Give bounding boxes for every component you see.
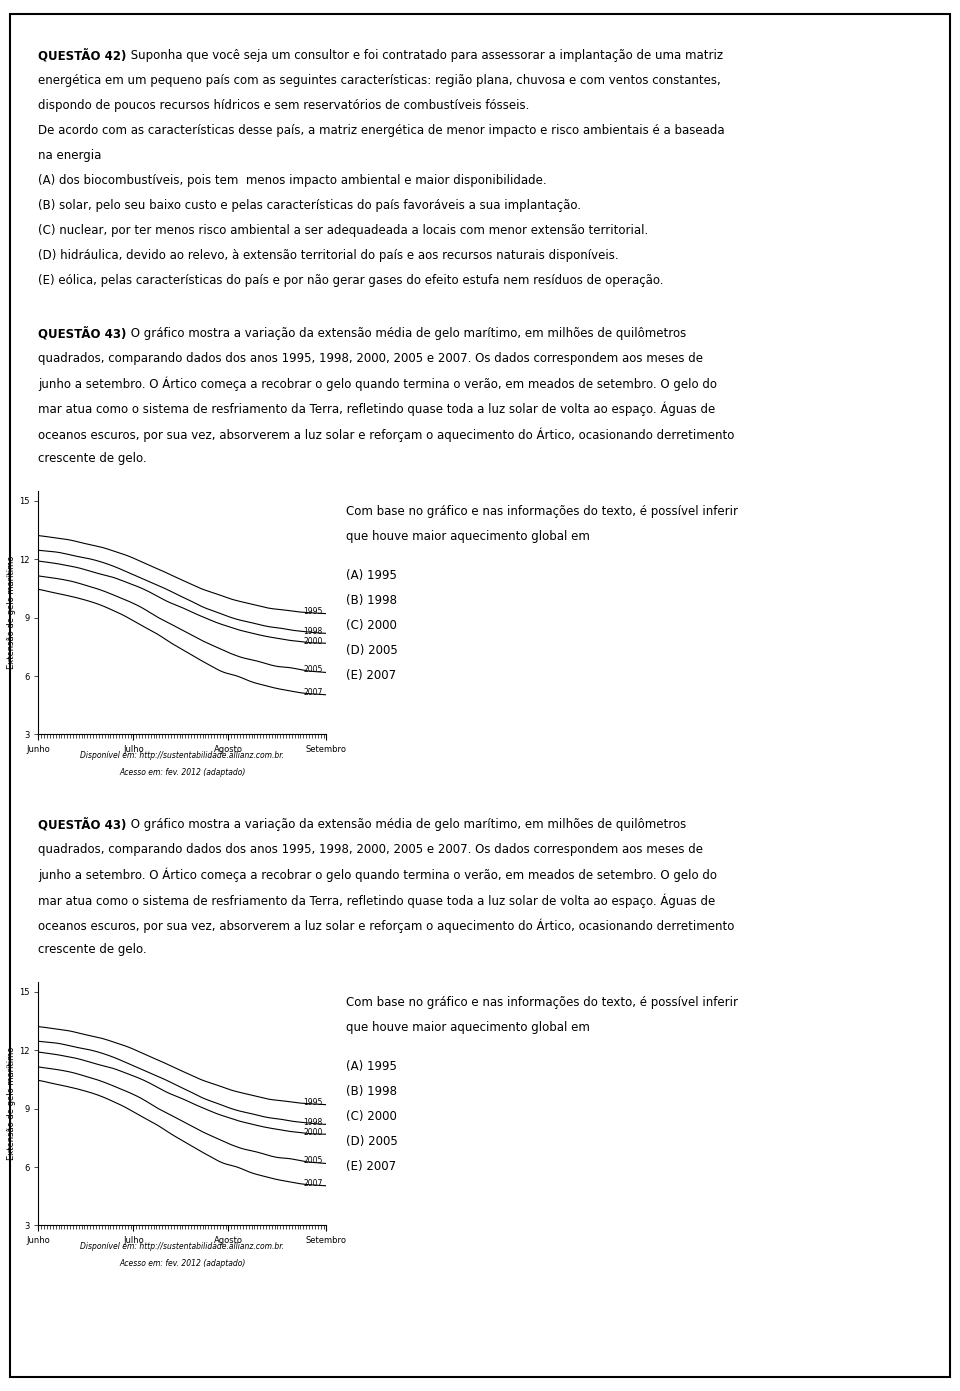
Y-axis label: Extensão de gelo marítimo: Extensão de gelo marítimo	[7, 556, 16, 669]
Text: (B) 1998: (B) 1998	[346, 1085, 396, 1097]
Text: Disponível em: http://sustentabilidade.allianz.com.br.: Disponível em: http://sustentabilidade.a…	[81, 1242, 284, 1251]
Text: (E) 2007: (E) 2007	[346, 1160, 396, 1173]
Text: 2000: 2000	[303, 1128, 323, 1136]
Text: crescente de gelo.: crescente de gelo.	[38, 943, 147, 956]
Text: (D) hidráulica, devido ao relevo, à extensão territorial do país e aos recursos : (D) hidráulica, devido ao relevo, à exte…	[38, 249, 619, 262]
Text: 2000: 2000	[303, 637, 323, 645]
Text: mar atua como o sistema de resfriamento da Terra, refletindo quase toda a luz so: mar atua como o sistema de resfriamento …	[38, 402, 715, 416]
Text: oceanos escuros, por sua vez, absorverem a luz solar e reforçam o aquecimento do: oceanos escuros, por sua vez, absorverem…	[38, 427, 734, 441]
Text: Suponha que você seja um consultor e foi contratado para assessorar a implantaçã: Suponha que você seja um consultor e foi…	[127, 49, 723, 61]
Text: 2005: 2005	[303, 1156, 323, 1164]
Text: que houve maior aquecimento global em: que houve maior aquecimento global em	[346, 530, 589, 542]
Text: dispondo de poucos recursos hídricos e sem reservatórios de combustíveis fósseis: dispondo de poucos recursos hídricos e s…	[38, 99, 530, 111]
Text: junho a setembro. O Ártico começa a recobrar o gelo quando termina o verão, em m: junho a setembro. O Ártico começa a reco…	[38, 868, 717, 882]
Text: (B) solar, pelo seu baixo custo e pelas características do país favoráveis a sua: (B) solar, pelo seu baixo custo e pelas …	[38, 199, 582, 211]
Text: Com base no gráfico e nas informações do texto, é possível inferir: Com base no gráfico e nas informações do…	[346, 996, 737, 1008]
Text: crescente de gelo.: crescente de gelo.	[38, 452, 147, 465]
Text: (E) 2007: (E) 2007	[346, 669, 396, 682]
Text: (C) 2000: (C) 2000	[346, 619, 396, 632]
Text: quadrados, comparando dados dos anos 1995, 1998, 2000, 2005 e 2007. Os dados cor: quadrados, comparando dados dos anos 199…	[38, 352, 704, 364]
Text: 2007: 2007	[303, 689, 323, 697]
Text: junho a setembro. O Ártico começa a recobrar o gelo quando termina o verão, em m: junho a setembro. O Ártico começa a reco…	[38, 377, 717, 391]
Y-axis label: Extensão de gelo marítimo: Extensão de gelo marítimo	[7, 1047, 16, 1160]
Text: Acesso em: fev. 2012 (adaptado): Acesso em: fev. 2012 (adaptado)	[119, 1259, 246, 1267]
Text: Com base no gráfico e nas informações do texto, é possível inferir: Com base no gráfico e nas informações do…	[346, 505, 737, 517]
Text: (D) 2005: (D) 2005	[346, 644, 397, 657]
Text: QUESTÃO 42): QUESTÃO 42)	[38, 49, 127, 63]
Text: (A) 1995: (A) 1995	[346, 1060, 396, 1072]
Text: 2005: 2005	[303, 665, 323, 673]
Text: O gráfico mostra a variação da extensão média de gelo marítimo, em milhões de qu: O gráfico mostra a variação da extensão …	[127, 327, 686, 339]
Text: na energia: na energia	[38, 149, 102, 161]
Text: QUESTÃO 43): QUESTÃO 43)	[38, 818, 127, 832]
Text: (C) 2000: (C) 2000	[346, 1110, 396, 1123]
Text: 1998: 1998	[303, 1117, 323, 1127]
Text: 1995: 1995	[303, 608, 323, 616]
Text: (C) nuclear, por ter menos risco ambiental a ser adequadeada a locais com menor : (C) nuclear, por ter menos risco ambient…	[38, 224, 649, 236]
Text: 2007: 2007	[303, 1180, 323, 1188]
Text: De acordo com as características desse país, a matriz energética de menor impact: De acordo com as características desse p…	[38, 124, 725, 136]
Text: (B) 1998: (B) 1998	[346, 594, 396, 606]
Text: Acesso em: fev. 2012 (adaptado): Acesso em: fev. 2012 (adaptado)	[119, 768, 246, 776]
Text: energética em um pequeno país com as seguintes características: região plana, ch: energética em um pequeno país com as seg…	[38, 74, 721, 86]
Text: 1995: 1995	[303, 1099, 323, 1107]
Text: que houve maior aquecimento global em: que houve maior aquecimento global em	[346, 1021, 589, 1034]
Text: mar atua como o sistema de resfriamento da Terra, refletindo quase toda a luz so: mar atua como o sistema de resfriamento …	[38, 893, 715, 907]
Text: QUESTÃO 43): QUESTÃO 43)	[38, 327, 127, 341]
Text: (A) 1995: (A) 1995	[346, 569, 396, 581]
Text: quadrados, comparando dados dos anos 1995, 1998, 2000, 2005 e 2007. Os dados cor: quadrados, comparando dados dos anos 199…	[38, 843, 704, 855]
Text: O gráfico mostra a variação da extensão média de gelo marítimo, em milhões de qu: O gráfico mostra a variação da extensão …	[127, 818, 686, 830]
Text: Disponível em: http://sustentabilidade.allianz.com.br.: Disponível em: http://sustentabilidade.a…	[81, 751, 284, 759]
Text: oceanos escuros, por sua vez, absorverem a luz solar e reforçam o aquecimento do: oceanos escuros, por sua vez, absorverem…	[38, 918, 734, 932]
Text: 1998: 1998	[303, 626, 323, 636]
Text: (D) 2005: (D) 2005	[346, 1135, 397, 1148]
Text: QUESTÃO 42): QUESTÃO 42)	[38, 49, 127, 63]
Text: (A) dos biocombustíveis, pois tem  menos impacto ambiental e maior disponibilida: (A) dos biocombustíveis, pois tem menos …	[38, 174, 547, 186]
Text: (E) eólica, pelas características do país e por não gerar gases do efeito estufa: (E) eólica, pelas características do paí…	[38, 274, 664, 287]
